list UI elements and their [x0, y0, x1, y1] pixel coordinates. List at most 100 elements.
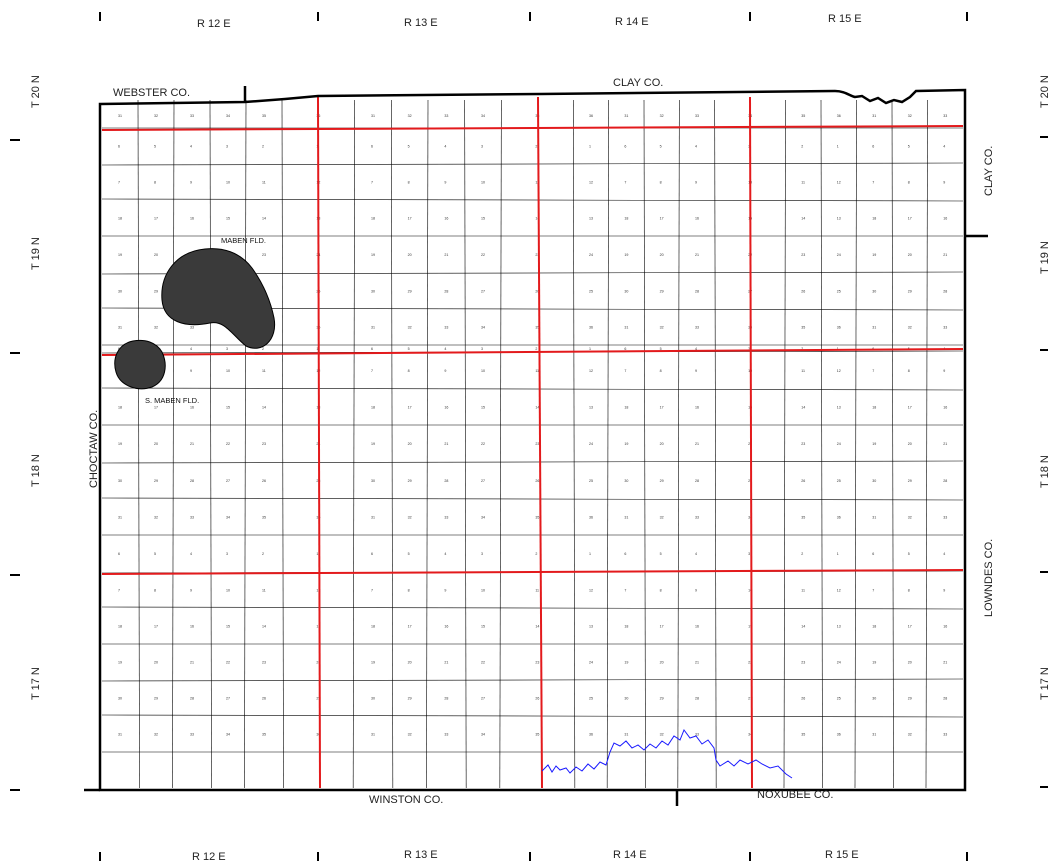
section-number: 9 — [190, 181, 192, 185]
township-label-right-18: T 18 N — [1039, 455, 1051, 488]
section-number: 2 — [801, 145, 803, 149]
section-number: 2 — [535, 552, 537, 556]
section-number: 17 — [408, 406, 412, 410]
township-line — [101, 348, 964, 356]
section-number: 27 — [748, 479, 752, 483]
section-number: 4 — [943, 145, 945, 149]
section-number: 30 — [624, 697, 628, 701]
section-number: 14 — [535, 625, 539, 629]
section-number: 11 — [262, 589, 266, 593]
section-number: 15 — [226, 625, 230, 629]
section-number: 19 — [872, 661, 876, 665]
section-number: 29 — [908, 697, 912, 701]
section-number: 28 — [943, 479, 947, 483]
section-number: 6 — [624, 347, 626, 351]
section-number: 30 — [118, 479, 122, 483]
section-number: 32 — [154, 114, 158, 118]
section-line-horizontal — [101, 497, 964, 501]
section-number: 17 — [154, 217, 158, 221]
section-number: 28 — [190, 697, 194, 701]
section-number: 3 — [226, 145, 228, 149]
section-line-vertical — [244, 99, 247, 789]
range-label-bottom-12: R 12 E — [192, 851, 226, 863]
township-label-left-19: T 19 N — [30, 237, 42, 270]
section-number: 20 — [908, 253, 912, 257]
section-number: 26 — [535, 479, 539, 483]
section-number: 5 — [154, 552, 156, 556]
section-number: 20 — [408, 661, 412, 665]
section-number: 9 — [190, 589, 192, 593]
section-number: 10 — [481, 369, 485, 373]
section-number: 34 — [481, 326, 485, 330]
section-number: 16 — [695, 406, 699, 410]
section-number: 34 — [226, 114, 230, 118]
section-number: 7 — [371, 369, 373, 373]
section-number: 35 — [262, 114, 266, 118]
section-number: 20 — [408, 442, 412, 446]
section-number: 27 — [481, 697, 485, 701]
section-number: 33 — [943, 733, 947, 737]
section-number: 22 — [481, 442, 485, 446]
section-number: 22 — [226, 661, 230, 665]
county-label-clay-east: CLAY CO. — [983, 146, 995, 196]
section-line-vertical — [606, 99, 609, 789]
section-number: 30 — [118, 697, 122, 701]
section-line-vertical — [137, 99, 140, 789]
section-number: 27 — [748, 697, 752, 701]
section-number: 5 — [408, 347, 410, 351]
section-line-horizontal — [101, 387, 964, 391]
section-number: 17 — [908, 406, 912, 410]
section-number: 8 — [908, 589, 910, 593]
section-number: 19 — [371, 661, 375, 665]
section-number: 15 — [481, 625, 485, 629]
section-number: 6 — [371, 145, 373, 149]
township-label-right-19: T 19 N — [1039, 241, 1051, 274]
section-number: 34 — [748, 733, 752, 737]
section-number: 4 — [943, 552, 945, 556]
section-number: 20 — [154, 442, 158, 446]
section-number: 19 — [624, 661, 628, 665]
section-number: 18 — [118, 406, 122, 410]
section-number: 35 — [801, 733, 805, 737]
section-number: 4 — [190, 552, 192, 556]
section-line-horizontal — [101, 162, 964, 166]
range-line — [537, 96, 543, 789]
section-number: 32 — [908, 326, 912, 330]
section-number: 16 — [444, 406, 448, 410]
section-number: 11 — [535, 589, 539, 593]
section-number: 2 — [262, 145, 264, 149]
section-number: 26 — [535, 290, 539, 294]
section-number: 27 — [226, 479, 230, 483]
section-line-horizontal — [101, 460, 964, 464]
section-number: 5 — [660, 347, 662, 351]
section-number: 31 — [118, 733, 122, 737]
section-number: 28 — [444, 290, 448, 294]
section-number: 21 — [695, 442, 699, 446]
section-line-vertical — [281, 99, 284, 789]
section-number: 19 — [872, 442, 876, 446]
tick-marks — [10, 12, 1048, 861]
section-number: 1 — [316, 552, 318, 556]
range-label-top-13: R 13 E — [404, 17, 438, 29]
section-number: 4 — [190, 347, 192, 351]
section-number: 18 — [872, 406, 876, 410]
section-line-horizontal — [101, 714, 964, 718]
section-number: 1 — [589, 347, 591, 351]
section-line-vertical — [464, 99, 467, 789]
section-number: 17 — [908, 625, 912, 629]
section-number: 34 — [748, 516, 752, 520]
section-number: 9 — [943, 181, 945, 185]
section-number: 20 — [908, 442, 912, 446]
section-number: 13 — [589, 217, 593, 221]
section-number: 30 — [371, 290, 375, 294]
section-number: 36 — [316, 733, 320, 737]
section-number: 11 — [262, 369, 266, 373]
county-label-winston: WINSTON CO. — [369, 794, 443, 806]
section-number: 32 — [660, 114, 664, 118]
section-number: 5 — [660, 145, 662, 149]
section-number: 9 — [695, 181, 697, 185]
section-number: 3 — [226, 552, 228, 556]
section-number: 33 — [943, 516, 947, 520]
section-number: 33 — [695, 114, 699, 118]
section-number: 16 — [695, 217, 699, 221]
